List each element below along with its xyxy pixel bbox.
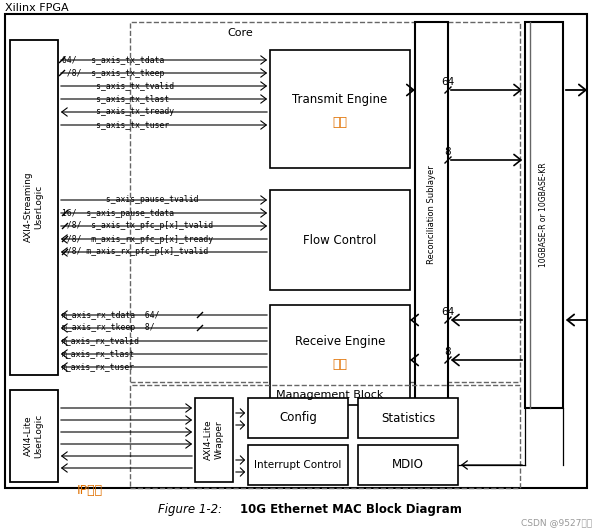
Bar [270, 305, 410, 405]
Text: Xilinx FPGA: Xilinx FPGA [5, 3, 68, 13]
Text: s_axis_tx_tlast: s_axis_tx_tlast [62, 95, 169, 104]
Bar [248, 445, 348, 485]
Text: 64: 64 [442, 77, 455, 87]
Text: 16/  s_axis_pause_tdata: 16/ s_axis_pause_tdata [62, 209, 174, 218]
Bar [130, 385, 520, 488]
Text: Flow Control: Flow Control [304, 234, 377, 246]
Text: 64: 64 [442, 307, 455, 317]
Bar [358, 398, 458, 438]
Text: s_axis_tx_tvalid: s_axis_tx_tvalid [62, 81, 174, 90]
Text: CSDN @9527华安: CSDN @9527华安 [521, 519, 592, 528]
Text: m_axis_rx_tkeep  8/: m_axis_rx_tkeep 8/ [62, 323, 155, 332]
Text: /8/  s_axis_tx_pfc_p[x]_tvalid: /8/ s_axis_tx_pfc_p[x]_tvalid [62, 221, 213, 230]
Text: 接收: 接收 [332, 359, 347, 371]
Bar [525, 22, 563, 408]
Text: m_axis_rx_tuser: m_axis_rx_tuser [62, 362, 135, 371]
Text: /8/  s_axis_tx_tkeep: /8/ s_axis_tx_tkeep [62, 69, 164, 78]
Bar [270, 50, 410, 168]
Bar [5, 14, 587, 488]
Bar [248, 398, 348, 438]
Text: Core: Core [227, 28, 253, 38]
Text: /8/ m_axis_rx_pfc_p[x]_tvalid: /8/ m_axis_rx_pfc_p[x]_tvalid [62, 247, 208, 256]
Text: IP配置: IP配置 [77, 484, 103, 496]
Text: /8/  m_axis_rx_pfc_p[x]_tready: /8/ m_axis_rx_pfc_p[x]_tready [62, 235, 213, 244]
Bar [195, 398, 233, 482]
Text: s_axis_pause_tvalid: s_axis_pause_tvalid [62, 195, 199, 204]
Bar [10, 40, 58, 375]
Text: Statistics: Statistics [381, 411, 435, 425]
Text: 8: 8 [445, 347, 451, 357]
Text: Config: Config [279, 411, 317, 425]
Text: AXI4-Lite
UserLogic: AXI4-Lite UserLogic [24, 414, 44, 458]
Text: Interrupt Control: Interrupt Control [254, 460, 341, 470]
Text: s_axis_tx_tuser: s_axis_tx_tuser [62, 121, 169, 129]
Text: AXI4-Streaming
UserLogic: AXI4-Streaming UserLogic [24, 172, 44, 242]
Text: s_axis_tx_tready: s_axis_tx_tready [62, 107, 174, 117]
Text: MDIO: MDIO [392, 459, 424, 471]
Bar [270, 190, 410, 290]
Text: m_axis_rx_tlast: m_axis_rx_tlast [62, 350, 135, 359]
Text: Figure 1-2:: Figure 1-2: [158, 503, 222, 517]
Text: 发送: 发送 [332, 115, 347, 129]
Bar [358, 445, 458, 485]
Bar [415, 22, 448, 408]
Bar [10, 390, 58, 482]
Text: 10G Ethernet MAC Block Diagram: 10G Ethernet MAC Block Diagram [240, 503, 462, 517]
Text: Transmit Engine: Transmit Engine [292, 94, 388, 106]
Bar [130, 22, 520, 382]
Text: AXI4-Lite
Wrapper: AXI4-Lite Wrapper [204, 420, 224, 460]
Text: Management Block: Management Block [277, 390, 383, 400]
Text: 10GBASE-R or 10GBASE-KR: 10GBASE-R or 10GBASE-KR [539, 163, 548, 267]
Text: m_axis_rx_tvalid: m_axis_rx_tvalid [62, 337, 140, 345]
Text: Reconciliation Sublayer: Reconciliation Sublayer [427, 165, 436, 264]
Text: 64/   s_axis_tx_tdata: 64/ s_axis_tx_tdata [62, 55, 164, 64]
Text: 8: 8 [445, 147, 451, 157]
Text: Receive Engine: Receive Engine [295, 336, 385, 348]
Text: m_axis_rx_tdata  64/: m_axis_rx_tdata 64/ [62, 311, 160, 320]
